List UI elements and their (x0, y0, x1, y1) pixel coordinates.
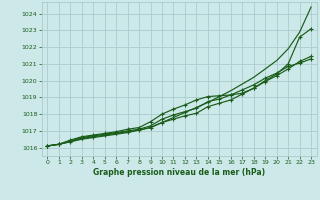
X-axis label: Graphe pression niveau de la mer (hPa): Graphe pression niveau de la mer (hPa) (93, 168, 265, 177)
